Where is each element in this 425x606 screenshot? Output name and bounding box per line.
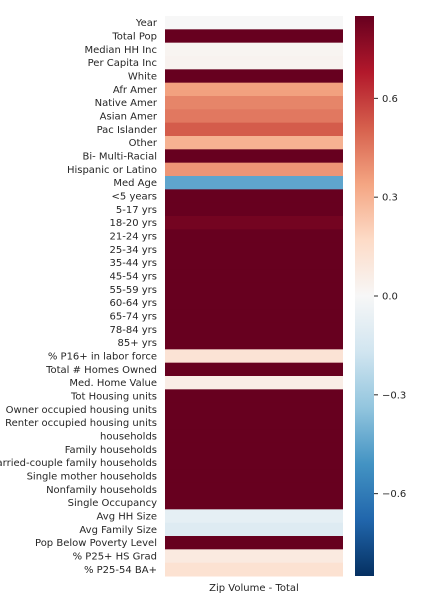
row-label: 45-54 yrs [110,272,157,283]
row-label: Per Capita Inc [88,58,157,69]
heatmap-cell [165,256,343,270]
heatmap-cell [165,69,343,84]
heatmap-cell [165,56,343,70]
row-label: Married-couple family households [0,458,157,469]
row-label: Single mother households [27,472,157,483]
heatmap-cell [165,96,343,110]
heatmap-cell [165,376,343,390]
heatmap-cell [165,149,343,164]
row-label: 5-17 yrs [116,205,157,216]
row-label: households [100,432,157,443]
heatmap-cell [165,42,343,57]
row-label: 21-24 yrs [110,232,157,243]
colorbar-tick-label: −0.6 [382,489,406,500]
heatmap-cell [165,402,343,417]
colorbar-ticks: 0.6 0.3 0.0 −0.3 −0.6 [374,94,406,500]
heatmap-cell [165,549,343,564]
heatmap-cell [165,456,343,470]
row-label: % P25+ HS Grad [73,552,157,563]
heatmap-cell [165,522,343,537]
row-label: 85+ yrs [117,338,157,349]
heatmap-cell [165,282,343,297]
row-label: 55-59 yrs [110,285,157,296]
heatmap-cell [165,229,343,244]
heatmap-cell [165,562,343,577]
row-label: 78-84 yrs [110,325,157,336]
heatmap-cell [165,309,343,324]
row-label: Year [135,18,158,29]
heatmap-cell [165,429,343,444]
row-label: 18-20 yrs [110,218,157,229]
row-label: 65-74 yrs [110,312,157,323]
heatmap-cell [165,442,343,457]
heatmap-cell [165,16,343,30]
heatmap-cell [165,136,343,150]
row-label: Renter occupied housing units [5,418,157,429]
row-label: Nonfamily households [46,485,157,496]
heatmap-cell [165,82,343,97]
row-label: Total # Homes Owned [45,365,157,376]
row-label: <5 years [112,192,157,203]
heatmap-cell [165,202,343,217]
row-label: Afr Amer [113,85,158,96]
heatmap-cell [165,109,343,124]
heatmap-cell [165,469,343,484]
heatmap-cell [165,269,343,284]
heatmap-cell [165,336,343,350]
row-label: 25-34 yrs [110,245,157,256]
row-label: Owner occupied housing units [6,405,157,416]
heatmap-cell [165,389,343,404]
row-label: Med Age [113,178,157,189]
heatmap-cells [165,16,343,577]
row-label: Other [129,138,158,149]
row-label: % P25-54 BA+ [84,565,157,576]
row-label: % P16+ in labor force [48,352,157,363]
row-label: 60-64 yrs [110,298,157,309]
heatmap-cell [165,322,343,337]
row-label: 35-44 yrs [110,258,157,269]
heatmap-cell [165,362,343,377]
heatmap-cell [165,296,343,310]
heatmap-cell [165,122,343,137]
heatmap-cell [165,509,343,524]
heatmap-cell [165,162,343,177]
colorbar-tick-label: 0.6 [382,94,398,105]
heatmap-cell [165,216,343,230]
colorbar-tick-label: 0.0 [382,292,398,303]
heatmap-cell [165,189,343,204]
row-label: Asian Amer [100,112,158,123]
colorbar-tick-label: 0.3 [382,193,398,204]
x-tick-label: Zip Volume - Total [209,583,299,594]
heatmap-cell [165,349,343,364]
row-label: Pop Below Poverty Level [35,538,157,549]
row-label: White [128,72,157,83]
row-label: Native Amer [95,98,158,109]
x-axis-labels: Zip Volume - Total [209,583,299,594]
heatmap-cell [165,242,343,257]
colorbar-tick-label: −0.3 [382,390,406,401]
heatmap-cell [165,176,343,190]
row-label: Total Pop [111,32,157,43]
heatmap-cell [165,416,343,430]
heatmap-cell [165,496,343,510]
row-label: Avg HH Size [97,512,157,523]
row-label: Median HH Inc [84,45,157,56]
row-label: Tot Housing units [70,392,157,403]
row-label: Med. Home Value [69,378,157,389]
row-label: Avg Family Size [79,525,157,536]
row-label: Hispanic or Latino [67,165,157,176]
heatmap-cell [165,482,343,497]
row-label: Single Occupancy [68,498,157,509]
row-label: Bi- Multi-Racial [82,152,157,163]
heatmap-cell [165,29,343,44]
heatmap-cell [165,536,343,550]
row-labels: Year Total Pop Median HH Inc Per Capita Inc… [0,18,158,576]
colorbar [355,16,374,576]
row-label: Family households [65,445,157,456]
row-label: Pac Islander [97,125,158,136]
